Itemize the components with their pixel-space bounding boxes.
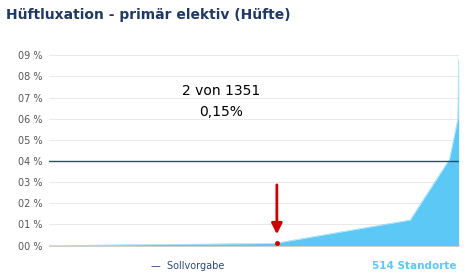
Text: 2 von 1351
0,15%: 2 von 1351 0,15% bbox=[183, 85, 261, 119]
Text: 514 Standorte: 514 Standorte bbox=[372, 261, 456, 271]
Text: —  Sollvorgabe: — Sollvorgabe bbox=[151, 261, 224, 271]
Text: Hüftluxation - primär elektiv (Hüfte): Hüftluxation - primär elektiv (Hüfte) bbox=[6, 8, 290, 22]
